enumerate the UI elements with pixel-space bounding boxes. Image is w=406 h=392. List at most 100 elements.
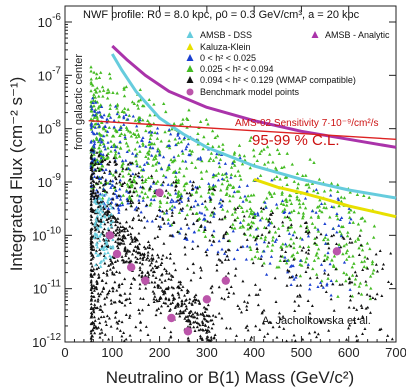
scatter-point xyxy=(186,117,190,122)
scatter-point xyxy=(180,194,184,198)
scatter-point xyxy=(168,309,172,312)
scatter-point xyxy=(108,172,112,175)
scatter-point xyxy=(98,335,102,339)
scatter-point xyxy=(133,147,138,151)
scatter-point xyxy=(146,271,150,275)
scatter-point xyxy=(342,271,346,275)
scatter-point xyxy=(115,326,119,330)
scatter-point xyxy=(160,288,164,292)
scatter-point xyxy=(171,159,176,163)
scatter-point xyxy=(106,226,110,230)
scatter-point xyxy=(90,257,94,260)
benchmark-point xyxy=(221,276,230,285)
scatter-point xyxy=(147,303,151,307)
scatter-point xyxy=(188,322,192,326)
scatter-point xyxy=(115,227,119,231)
scatter-point xyxy=(224,250,228,253)
scatter-point xyxy=(226,239,230,242)
scatter-point xyxy=(151,256,155,260)
scatter-point xyxy=(92,142,97,146)
scatter-point xyxy=(150,258,154,262)
scatter-point xyxy=(107,316,111,320)
scatter-point xyxy=(190,149,194,153)
scatter-point xyxy=(124,85,129,89)
scatter-point xyxy=(262,321,266,325)
scatter-point xyxy=(109,115,113,119)
scatter-point xyxy=(290,275,294,279)
scatter-point xyxy=(115,162,119,166)
scatter-point xyxy=(252,235,256,239)
scatter-point xyxy=(93,200,97,204)
scatter-point xyxy=(193,300,197,304)
scatter-point xyxy=(122,106,127,110)
scatter-point xyxy=(93,225,97,229)
scatter-point xyxy=(95,241,99,245)
scatter-point xyxy=(294,273,298,277)
scatter-point xyxy=(193,295,197,298)
scatter-point xyxy=(279,254,283,258)
scatter-point xyxy=(101,210,105,214)
scatter-point xyxy=(221,147,225,151)
scatter-point xyxy=(93,331,97,335)
scatter-point xyxy=(314,187,318,191)
x-tick-label: 500 xyxy=(291,345,313,360)
scatter-point xyxy=(118,187,122,191)
scatter-point xyxy=(94,209,98,213)
scatter-point xyxy=(308,311,312,315)
scatter-point xyxy=(137,134,141,138)
scatter-point xyxy=(183,236,187,239)
scatter-point xyxy=(168,307,172,311)
scatter-point xyxy=(151,273,155,277)
scatter-point xyxy=(348,215,352,219)
scatter-point xyxy=(95,232,99,236)
scatter-point xyxy=(285,284,289,287)
scatter-point xyxy=(157,224,161,228)
scatter-point xyxy=(184,159,188,163)
scatter-point xyxy=(145,195,150,199)
scatter-point xyxy=(94,90,99,94)
scatter-point xyxy=(124,141,129,145)
scatter-point xyxy=(153,280,157,284)
scatter-point xyxy=(225,254,229,258)
scatter-point xyxy=(323,253,327,257)
scatter-point xyxy=(248,166,252,170)
scatter-point xyxy=(171,199,175,203)
scatter-point xyxy=(203,310,207,313)
scatter-point xyxy=(121,239,125,242)
scatter-point xyxy=(89,192,93,195)
scatter-point xyxy=(101,142,106,146)
y-tick-label: 10-10 xyxy=(32,225,61,243)
scatter-point xyxy=(176,133,180,137)
scatter-point xyxy=(125,220,129,224)
scatter-point xyxy=(164,175,168,179)
scatter-point xyxy=(374,252,378,256)
scatter-point xyxy=(151,266,155,270)
scatter-point xyxy=(350,273,355,277)
scatter-point xyxy=(291,264,295,268)
scatter-point xyxy=(97,317,101,320)
scatter-point xyxy=(186,315,190,318)
scatter-point xyxy=(105,156,109,160)
scatter-point xyxy=(136,251,140,255)
scatter-point xyxy=(224,171,229,175)
scatter-point xyxy=(109,259,113,262)
scatter-point xyxy=(128,189,132,193)
scatter-point xyxy=(353,282,357,286)
scatter-point xyxy=(92,267,96,271)
scatter-point xyxy=(95,287,99,291)
scatter-point xyxy=(89,288,93,292)
scatter-point xyxy=(103,222,107,226)
legend-label: 0.094 < h² < 0.129 (WMAP compatible) xyxy=(200,75,356,85)
scatter-point xyxy=(157,307,161,310)
scatter-point xyxy=(329,297,333,301)
scatter-point xyxy=(275,206,279,210)
scatter-point xyxy=(94,217,98,221)
scatter-point xyxy=(201,217,206,221)
x-tick-label: 0 xyxy=(61,345,68,360)
scatter-point xyxy=(356,222,361,226)
scatter-point xyxy=(138,251,142,255)
scatter-point xyxy=(203,323,207,327)
scatter-point xyxy=(211,234,216,238)
scatter-point xyxy=(242,231,246,235)
scatter-point xyxy=(99,140,103,144)
